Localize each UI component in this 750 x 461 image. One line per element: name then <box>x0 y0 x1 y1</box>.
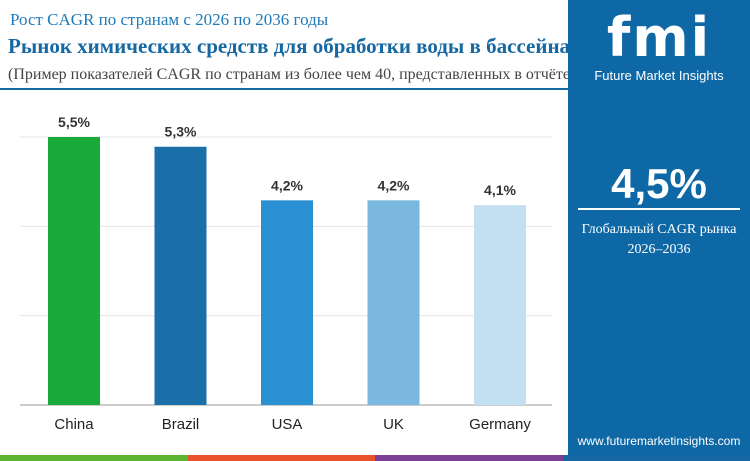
bottom-stripe <box>0 455 750 461</box>
stripe-segment <box>0 455 188 461</box>
x-tick-label: China <box>54 416 94 433</box>
bar-chart: 5,5% China 5,3% Brazil 4,2% USA 4,2% UK 4,1% Germ… <box>20 114 552 433</box>
x-tick-label: USA <box>272 416 303 433</box>
subtitle: Рост CAGR по странам с 2026 по 2036 годы <box>10 10 329 29</box>
sidebar-panel: fmi Future Market Insights 4,5% Глобальн… <box>568 0 750 461</box>
bar-uk <box>367 200 420 405</box>
chart-note: (Пример показателей CAGR по странам из б… <box>8 66 576 83</box>
period: 2026–2036 <box>627 242 691 257</box>
bar-germany <box>474 205 526 405</box>
header-divider <box>0 88 568 90</box>
data-label: 5,5% <box>58 114 90 130</box>
divider <box>578 208 740 210</box>
global-cagr-label: Глобальный CAGR рынка 2026–2036 <box>568 220 750 260</box>
x-tick-label: Germany <box>469 416 531 433</box>
website-link[interactable]: www.futuremarketinsights.com <box>577 434 741 448</box>
x-tick-label: UK <box>383 416 404 433</box>
bar-brazil <box>154 146 207 405</box>
x-tick-label: Brazil <box>162 416 200 433</box>
brand-name: Future Market Insights <box>594 68 724 83</box>
chart-title: Рынок химических средств для обработки в… <box>8 34 636 58</box>
data-label: 4,2% <box>271 177 303 193</box>
data-label: 4,1% <box>484 182 516 198</box>
fmi-logo: fmi <box>606 6 712 69</box>
stripe-segment <box>187 455 375 461</box>
stripe-segment <box>375 455 563 461</box>
stripe-segment <box>562 455 750 461</box>
bar-usa <box>261 200 313 405</box>
bar-china <box>48 137 100 405</box>
global-cagr-value: 4,5% <box>611 160 707 207</box>
data-label: 4,2% <box>378 177 410 193</box>
data-label: 5,3% <box>165 124 197 140</box>
global-label: Глобальный CAGR рынка <box>581 222 737 237</box>
